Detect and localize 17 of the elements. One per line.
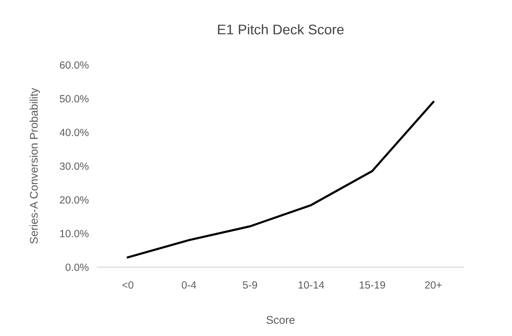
y-tick-label: 0.0% [66,264,89,271]
y-axis-title: Series-A Conversion Probability [30,88,40,244]
x-tick-label: 0-4 [182,281,196,289]
x-tick-label: 15-19 [360,281,386,289]
y-tick-label: 50.0% [60,95,89,102]
y-tick-label: 40.0% [60,128,89,136]
x-tick-label: 10-14 [298,281,324,289]
line-series [126,100,434,258]
y-tick-label: 10.0% [60,230,89,238]
x-tick-label: <0 [122,281,134,289]
chart-title: E1 Pitch Deck Score [218,24,344,34]
x-axis-title: Score [266,316,295,324]
y-tick-label: 30.0% [60,162,89,170]
x-tick-label: 20+ [425,281,442,289]
y-tick-label: 20.0% [60,196,89,204]
y-tick-label: 60.0% [60,61,89,69]
x-tick-label: 5-9 [242,281,258,289]
